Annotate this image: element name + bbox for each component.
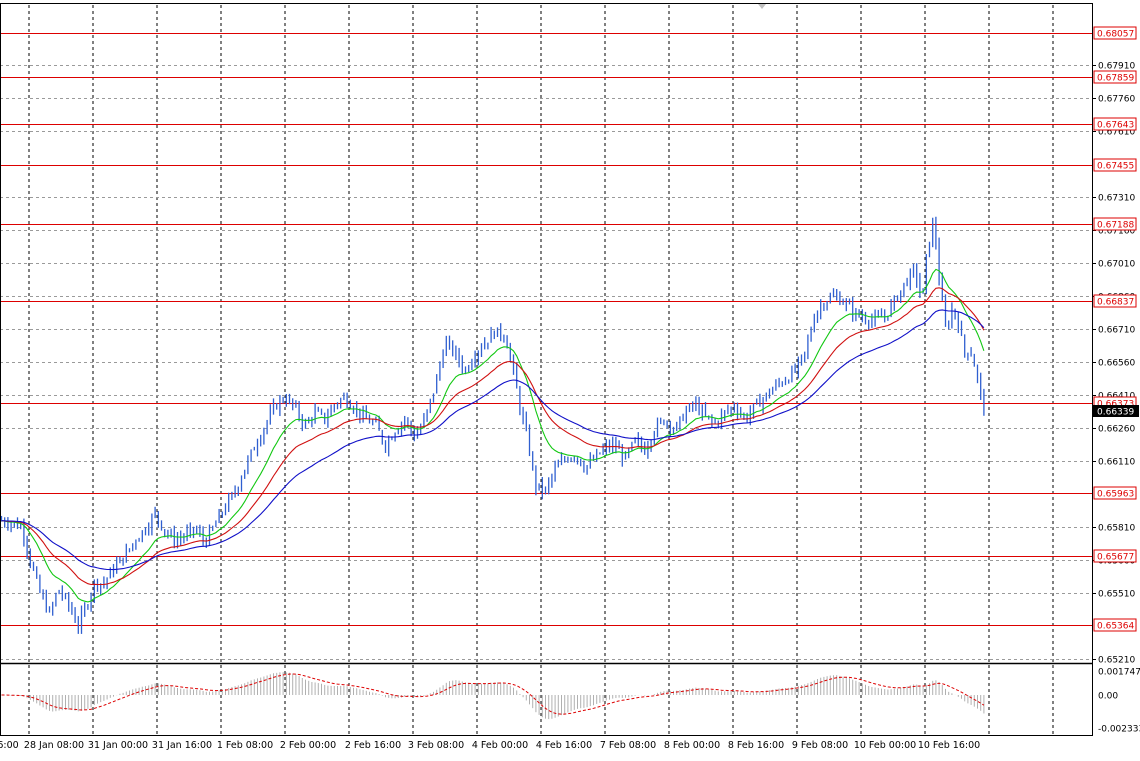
price-tick-label: 0.67910 [1098, 62, 1135, 72]
level-label: 0.68057 [1097, 30, 1134, 40]
level-label-box [1093, 549, 1137, 563]
price-tick-label: 0.67310 [1098, 194, 1135, 204]
oscillator-tick-label: 0.00 [1098, 692, 1118, 702]
level-label-box [1093, 117, 1137, 131]
price-tick-label: 0.66710 [1098, 326, 1135, 336]
time-tick-label: 10 Feb 16:00 [918, 740, 980, 751]
time-tick-label: 2 Feb 16:00 [345, 740, 401, 751]
chart-frame [0, 3, 1093, 736]
current-price-label: 0.66339 [1097, 408, 1134, 418]
level-label: 0.67455 [1097, 162, 1134, 172]
time-tick-label: 1 Feb 08:00 [217, 740, 273, 751]
level-label: 0.67188 [1097, 221, 1134, 231]
ma-slow-line [1, 309, 985, 571]
level-label: 0.66373 [1097, 400, 1134, 410]
price-tick-label: 0.66260 [1098, 425, 1135, 435]
time-tick-label: 8 Feb 00:00 [664, 740, 720, 751]
price-tick-label: 0.65210 [1098, 656, 1135, 666]
level-label: 0.67859 [1097, 74, 1134, 84]
level-label-box [1093, 217, 1137, 231]
time-tick-label: 3 Feb 08:00 [408, 740, 464, 751]
level-label-box [1093, 158, 1137, 172]
ma-fast-line [1, 268, 985, 603]
time-tick-label: 7 Feb 08:00 [600, 740, 656, 751]
level-label-box [1093, 618, 1137, 632]
current-price-box [1093, 405, 1139, 417]
time-tick-label: 2 Feb 00:00 [280, 740, 336, 751]
level-label-box [1093, 26, 1137, 40]
level-label-box [1093, 70, 1137, 84]
oscillator-signal-line [1, 673, 985, 715]
level-label: 0.67643 [1097, 121, 1134, 131]
level-label-box [1093, 486, 1137, 500]
level-label: 0.65364 [1097, 622, 1134, 632]
price-tick-label: 0.67010 [1098, 260, 1135, 270]
time-tick-label: 6:00 [0, 740, 19, 751]
price-tick-label: 0.66560 [1098, 359, 1135, 369]
time-tick-label: 8 Feb 16:00 [728, 740, 784, 751]
time-tick-label: 4 Feb 00:00 [472, 740, 528, 751]
price-tick-label: 0.67160 [1098, 227, 1135, 237]
level-label: 0.65677 [1097, 553, 1134, 563]
price-tick-label: 0.65510 [1098, 590, 1135, 600]
price-tick-label: 0.65810 [1098, 524, 1135, 534]
time-tick-label: 10 Feb 00:00 [854, 740, 916, 751]
shift-marker-icon [758, 4, 766, 9]
level-label: 0.66837 [1097, 298, 1134, 308]
time-tick-label: 31 Jan 16:00 [152, 740, 212, 751]
time-tick-label: 31 Jan 00:00 [88, 740, 148, 751]
price-tick-label: 0.67760 [1098, 95, 1135, 105]
oscillator-tick-label: 0.001747 [1098, 668, 1140, 678]
oscillator-tick-label: -0.002333 [1098, 725, 1140, 735]
level-label: 0.65963 [1097, 490, 1134, 500]
ma-mid-line [1, 287, 985, 586]
level-label-box [1093, 294, 1137, 308]
time-tick-label: 28 Jan 08:00 [24, 740, 84, 751]
time-tick-label: 9 Feb 08:00 [792, 740, 848, 751]
price-tick-label: 0.67610 [1098, 128, 1135, 138]
time-tick-label: 4 Feb 16:00 [536, 740, 592, 751]
price-tick-label: 0.66110 [1098, 458, 1135, 468]
